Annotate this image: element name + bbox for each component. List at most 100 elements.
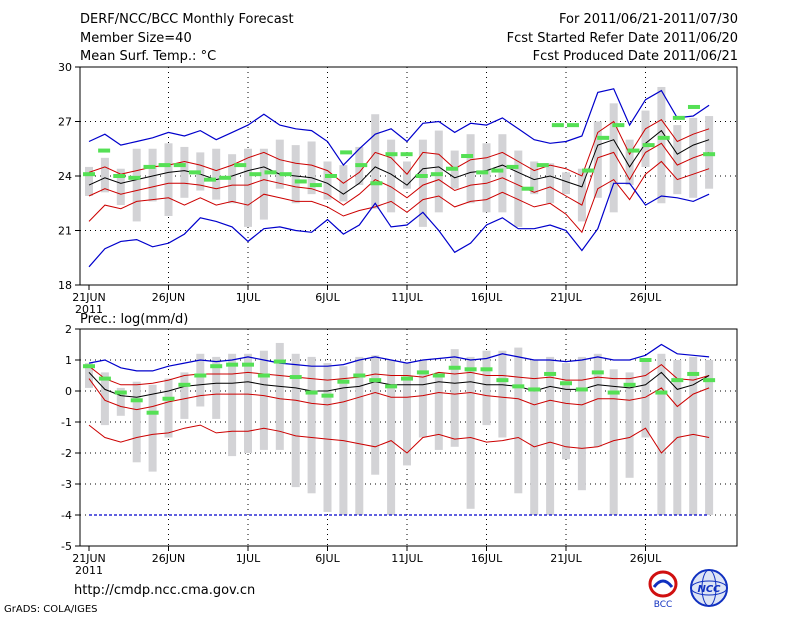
- observed-marker: [242, 362, 254, 367]
- spread-box: [116, 168, 125, 206]
- y-tick-label: -4: [61, 509, 72, 522]
- x-tick-label: 11JUL: [391, 552, 423, 565]
- observed-marker: [687, 104, 700, 109]
- observed-marker: [264, 170, 277, 175]
- spread-box: [434, 372, 443, 450]
- observed-marker: [639, 358, 652, 362]
- y-tick-label: 2: [65, 323, 72, 336]
- spread-box: [498, 350, 507, 438]
- fcst-start-date: Fcst Started Refer Date 2011/06/20: [506, 31, 738, 46]
- spread-box: [100, 372, 109, 426]
- precip-panel-title: Prec.: log(mm/d): [80, 312, 188, 327]
- x-tick-label: 16JUL: [471, 291, 503, 304]
- observed-marker: [369, 378, 382, 383]
- spread-box: [291, 145, 300, 204]
- y-tick-label: 1: [65, 354, 72, 367]
- spread-box: [180, 372, 189, 419]
- observed-marker: [575, 387, 588, 392]
- spread-box: [593, 353, 602, 447]
- spread-box: [577, 168, 586, 222]
- observed-marker: [496, 378, 509, 383]
- y-tick-label: 27: [58, 116, 72, 129]
- spread-box: [387, 360, 396, 515]
- spread-box: [625, 139, 634, 186]
- spread-box: [212, 356, 221, 419]
- observed-marker: [130, 398, 143, 403]
- series-min-line: [88, 160, 710, 234]
- observed-marker: [309, 183, 322, 188]
- observed-marker: [461, 154, 474, 159]
- spread-box: [466, 134, 475, 204]
- observed-marker: [226, 362, 239, 367]
- observed-marker: [234, 163, 247, 168]
- grads-credit: GrADS: COLA/IGES: [4, 604, 98, 615]
- spread-box: [562, 363, 570, 460]
- y-tick-label: 0: [65, 385, 72, 398]
- observed-marker: [321, 393, 334, 398]
- spread-box: [291, 353, 300, 488]
- series-p10-line: [88, 378, 710, 411]
- spread-box: [164, 143, 173, 216]
- observed-marker: [627, 148, 640, 153]
- observed-marker: [671, 378, 684, 383]
- spread-box: [275, 139, 284, 189]
- observed-marker: [257, 373, 270, 378]
- observed-marker: [146, 410, 159, 415]
- spread-box: [371, 114, 380, 209]
- spread-box: [418, 360, 427, 438]
- observed-marker: [591, 370, 604, 375]
- observed-marker: [521, 186, 534, 191]
- spread-box: [482, 143, 491, 213]
- spread-box: [275, 342, 284, 450]
- spread-box: [228, 353, 237, 457]
- footer-url[interactable]: http://cmdp.ncc.cma.gov.cn: [74, 583, 256, 598]
- spread-box: [259, 148, 268, 220]
- observed-marker: [623, 382, 636, 387]
- observed-marker: [173, 163, 186, 168]
- x-tick-label: 21JUN: [72, 291, 106, 304]
- observed-marker: [289, 375, 302, 380]
- series-p10-line: [88, 142, 710, 206]
- y-tick-label: -2: [61, 447, 72, 460]
- observed-marker: [162, 396, 175, 401]
- observed-marker: [400, 152, 413, 157]
- observed-marker: [506, 164, 519, 169]
- spread-box: [689, 356, 698, 515]
- observed-marker: [512, 384, 525, 389]
- spread-box: [498, 134, 507, 213]
- series-mean-line: [88, 371, 710, 398]
- fcst-produced-date: Fcst Produced Date 2011/06/21: [532, 49, 738, 64]
- x-tick-label: 26JUN: [152, 552, 186, 565]
- spread-box: [323, 363, 332, 512]
- series-max-line: [88, 343, 710, 372]
- observed-marker: [476, 170, 489, 175]
- observed-marker: [83, 364, 95, 369]
- observed-marker: [672, 115, 685, 120]
- spread-box: [609, 103, 618, 213]
- spread-box: [466, 356, 475, 509]
- spread-box: [657, 353, 666, 515]
- observed-marker: [98, 148, 111, 153]
- observed-marker: [203, 177, 216, 182]
- bcc-logo-text: BCC: [654, 600, 673, 609]
- observed-marker: [113, 174, 126, 178]
- x-tick-label: 6JUL: [315, 552, 340, 565]
- observed-marker: [703, 152, 716, 157]
- y-tick-label: 18: [58, 279, 72, 292]
- observed-marker: [687, 371, 700, 376]
- observed-marker: [219, 175, 232, 180]
- observed-marker: [582, 168, 595, 173]
- observed-marker: [385, 152, 398, 157]
- observed-marker: [249, 172, 262, 177]
- x-tick-year: 2011: [75, 564, 103, 577]
- x-tick-label: 1JUL: [236, 291, 261, 304]
- observed-marker: [279, 172, 292, 177]
- x-tick-label: 1JUL: [236, 552, 261, 565]
- spread-box: [85, 166, 93, 196]
- observed-marker: [566, 123, 579, 128]
- spread-box: [514, 347, 523, 494]
- x-tick-label: 11JUL: [391, 291, 423, 304]
- spread-box: [116, 387, 125, 416]
- observed-marker: [337, 379, 350, 384]
